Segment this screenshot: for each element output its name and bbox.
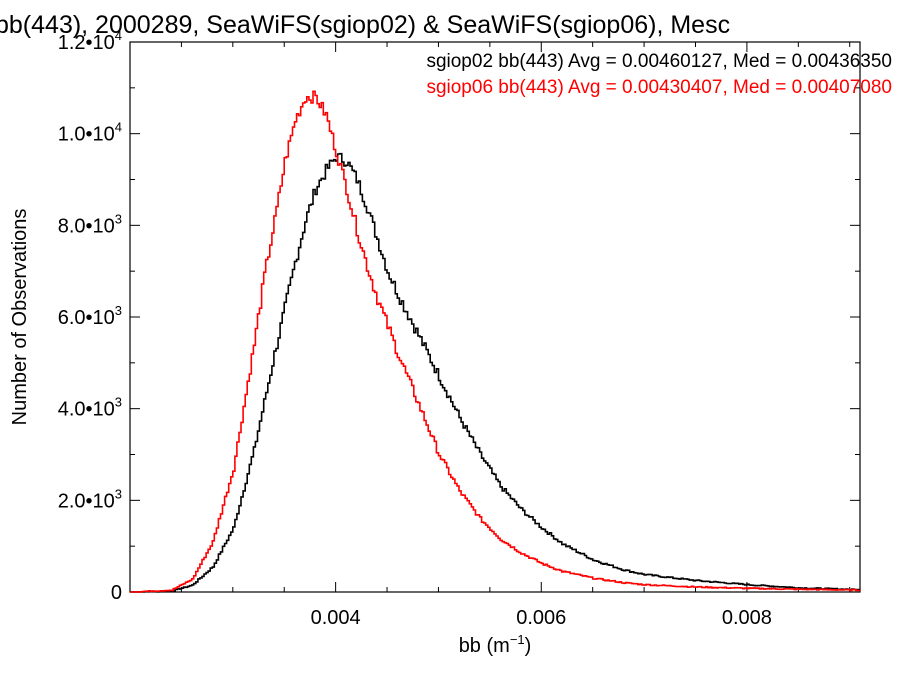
y-tick-label: 4.0•103 <box>58 395 122 421</box>
series-line-sgiop02 <box>130 152 860 593</box>
x-tick-label: 0.004 <box>311 607 361 629</box>
chart-title: bb(443), 2000289, SeaWiFS(sgiop02) & Sea… <box>0 11 730 39</box>
x-axis-label: bb (m−1) <box>459 632 532 657</box>
series-line-sgiop06 <box>130 90 861 593</box>
x-tick-label: 0.008 <box>722 607 772 629</box>
y-tick-label: 8.0•103 <box>58 211 122 237</box>
legend-entry-sgiop06: sgiop06 bb(443) Avg = 0.00430407, Med = … <box>426 77 892 98</box>
legend: sgiop02 bb(443) Avg = 0.00460127, Med = … <box>426 51 892 98</box>
y-tick-label: 6.0•103 <box>58 303 122 329</box>
x-axis-ticks: 0.004 0.006 0.008 <box>180 42 851 629</box>
y-tick-label: 1.0•104 <box>58 120 122 146</box>
y-tick-label: 1.2•104 <box>58 28 122 54</box>
y-axis-label: Number of Observations <box>9 209 31 426</box>
plot-area: 0 2.0•103 4.0•103 6.0•103 8.0•103 1.0•104 1.2•… <box>58 28 861 629</box>
legend-entry-sgiop02: sgiop02 bb(443) Avg = 0.00460127, Med = … <box>426 51 892 72</box>
x-axis-label-close: ) <box>525 635 532 657</box>
y-axis-ticks: 0 2.0•103 4.0•103 6.0•103 8.0•103 1.0•104 1.2•… <box>58 28 860 604</box>
y-tick-label: 0 <box>111 582 122 604</box>
x-axis-label-main: bb (m <box>459 635 510 657</box>
series-layer <box>130 90 861 593</box>
x-axis-label-sup: −1 <box>510 632 525 647</box>
x-tick-label: 0.006 <box>516 607 566 629</box>
y-tick-label: 2.0•103 <box>58 486 122 512</box>
